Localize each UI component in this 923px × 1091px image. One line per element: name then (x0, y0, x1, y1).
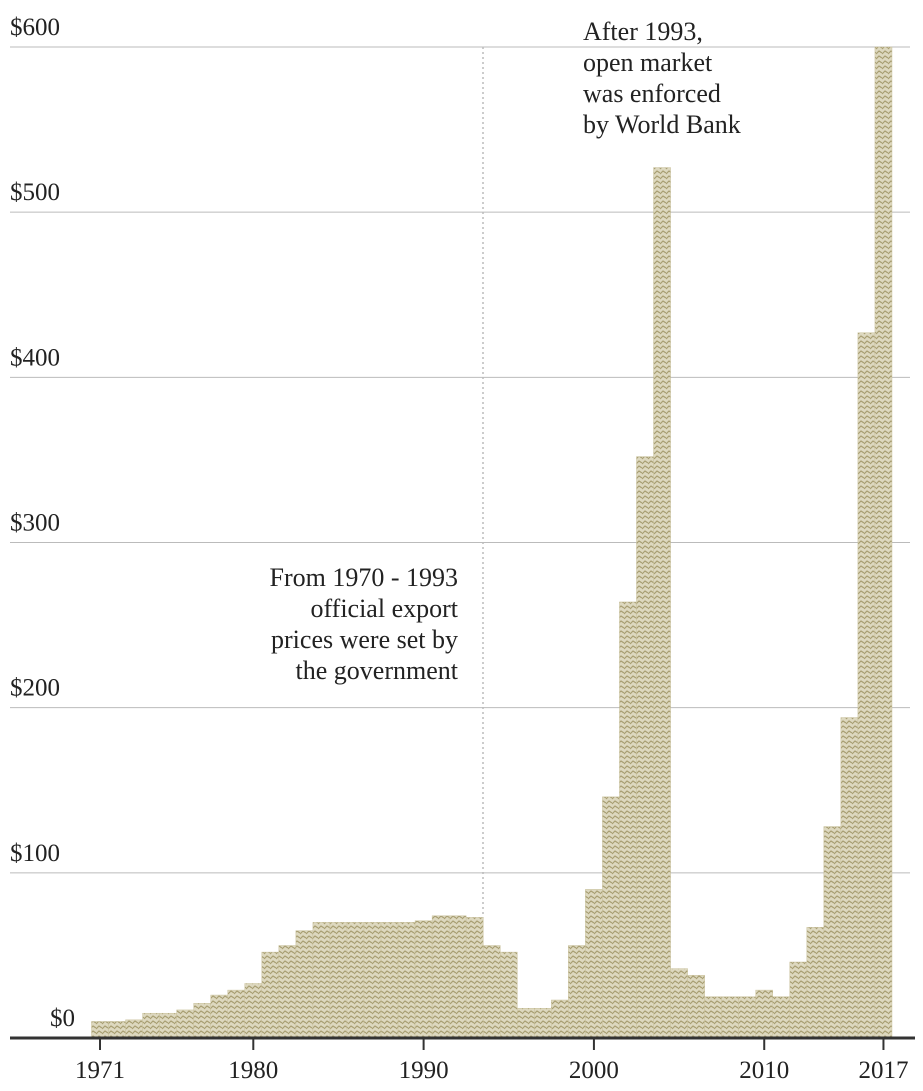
bar (551, 999, 569, 1039)
y-tick-label: $0 (50, 1005, 75, 1032)
bar (482, 945, 501, 1039)
bar (704, 996, 722, 1039)
bar (193, 1003, 211, 1039)
y-tick-label: $300 (10, 510, 60, 537)
bar (312, 922, 331, 1039)
bar (619, 601, 637, 1039)
bar (91, 1021, 109, 1039)
bar (772, 996, 791, 1039)
x-tick-label: 1971 (75, 1057, 125, 1084)
bar (380, 922, 399, 1039)
bar (687, 974, 705, 1039)
bar (125, 1019, 143, 1039)
bar (227, 989, 246, 1039)
bar (602, 796, 620, 1039)
x-tick-label: 2000 (569, 1057, 619, 1084)
annotation: prices were set by (271, 625, 458, 654)
y-tick-label: $400 (10, 344, 60, 371)
x-tick-label: 1990 (399, 1057, 449, 1084)
bar (397, 922, 416, 1039)
annotation: by World Bank (583, 110, 741, 139)
bar (670, 968, 688, 1039)
bar (874, 46, 893, 1039)
bar (500, 951, 518, 1039)
bar (108, 1021, 126, 1039)
y-tick-label: $600 (10, 14, 60, 41)
bar (789, 961, 808, 1039)
bar (568, 945, 586, 1039)
bar (534, 1008, 552, 1039)
bar (329, 922, 348, 1039)
bar (653, 167, 671, 1039)
y-tick-label: $100 (10, 840, 60, 867)
annotation: official export (310, 594, 458, 623)
x-tick-label: 2017 (858, 1057, 908, 1084)
bar (414, 920, 433, 1039)
bar (517, 1008, 535, 1039)
bar (261, 951, 280, 1039)
x-tick-label: 2010 (739, 1057, 789, 1084)
bar (448, 915, 467, 1039)
bar (857, 332, 876, 1039)
bar (755, 989, 773, 1039)
annotation: From 1970 - 1993 (270, 563, 459, 592)
y-tick-label: $200 (10, 675, 60, 702)
bar (244, 983, 263, 1039)
annotation: the government (296, 656, 459, 685)
bar (295, 930, 314, 1039)
annotation: After 1993, (583, 17, 703, 46)
bar (636, 456, 654, 1039)
bar (142, 1012, 160, 1039)
annotation: was enforced (583, 79, 721, 108)
bar (210, 994, 228, 1039)
bar (363, 922, 382, 1039)
bar (278, 945, 297, 1039)
x-tick-label: 1980 (228, 1057, 278, 1084)
annotation: open market (583, 48, 713, 77)
bar (823, 826, 842, 1039)
y-tick-label: $500 (10, 179, 60, 206)
bar (431, 915, 450, 1039)
bar (346, 922, 365, 1039)
bar (176, 1009, 194, 1039)
bar (738, 996, 756, 1039)
bar (159, 1012, 177, 1039)
bar (806, 927, 825, 1039)
bar (840, 717, 859, 1039)
bar (465, 917, 484, 1039)
bar (585, 889, 603, 1039)
bar (721, 996, 739, 1039)
